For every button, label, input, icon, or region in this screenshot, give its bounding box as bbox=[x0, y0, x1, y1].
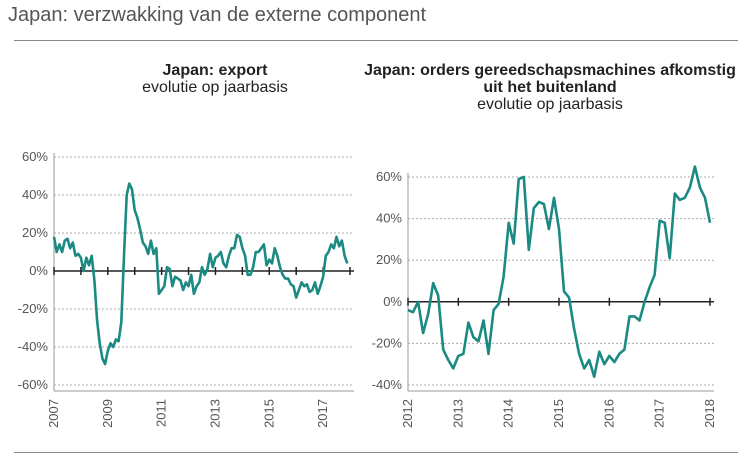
export-y-tick-label: -40% bbox=[18, 339, 49, 354]
export-y-tick-label: 60% bbox=[22, 149, 48, 164]
orders-y-tick-label: -20% bbox=[372, 335, 403, 350]
orders-chart-title: Japan: orders gereedschapsmachines afkom… bbox=[364, 62, 736, 96]
export-y-tick-label: 0% bbox=[29, 263, 48, 278]
orders-chart-subtitle: evolutie op jaarbasis bbox=[477, 96, 623, 113]
orders-x-tick-label: 2015 bbox=[551, 399, 566, 428]
export-x-tick-label: 2007 bbox=[46, 399, 61, 428]
orders-x-tick-label: 2012 bbox=[400, 399, 415, 428]
orders-y-tick-label: 20% bbox=[376, 252, 402, 267]
orders-y-tick-label: 0% bbox=[383, 294, 402, 309]
export-series-line bbox=[52, 182, 349, 366]
export-chart: 60% 40% 20% 0% -20% -40% -60% 2007 2009 2011 2013 2… bbox=[18, 149, 354, 428]
export-y-tick-label: 40% bbox=[22, 187, 48, 202]
orders-x-tick-label: 2018 bbox=[702, 399, 717, 428]
export-x-tick-label: 2017 bbox=[315, 399, 330, 428]
export-x-tick-label: 2009 bbox=[100, 399, 115, 428]
orders-series-line bbox=[407, 165, 712, 379]
top-divider bbox=[14, 40, 738, 41]
export-y-tick-label: -60% bbox=[18, 377, 49, 392]
export-chart-subtitle: evolutie op jaarbasis bbox=[142, 79, 288, 96]
orders-x-tick-label: 2013 bbox=[450, 399, 465, 428]
orders-chart-title-block: Japan: orders gereedschapsmachines afkom… bbox=[360, 62, 740, 113]
orders-x-tick-label: 2016 bbox=[601, 399, 616, 428]
page-title: Japan: verzwakking van de externe compon… bbox=[8, 4, 427, 26]
orders-y-tick-label: 60% bbox=[376, 169, 402, 184]
orders-chart: 60% 40% 20% 0% -20% -40% 2012 2013 2014 2015 2016 2… bbox=[372, 165, 717, 428]
orders-x-tick-label: 2014 bbox=[501, 399, 516, 428]
export-x-tick-label: 2013 bbox=[207, 399, 222, 428]
export-x-tick-label: 2015 bbox=[261, 399, 276, 428]
orders-x-tick-label: 2017 bbox=[652, 399, 667, 428]
orders-y-tick-label: -40% bbox=[372, 377, 403, 392]
export-x-tick-label: 2011 bbox=[154, 399, 169, 427]
export-chart-title-block: Japan: export evolutie op jaarbasis bbox=[60, 62, 370, 96]
orders-y-tick-label: 40% bbox=[376, 211, 402, 226]
export-chart-title: Japan: export bbox=[162, 62, 268, 79]
bottom-divider bbox=[14, 452, 738, 453]
export-y-tick-label: -20% bbox=[18, 301, 49, 316]
export-y-tick-label: 20% bbox=[22, 225, 48, 240]
